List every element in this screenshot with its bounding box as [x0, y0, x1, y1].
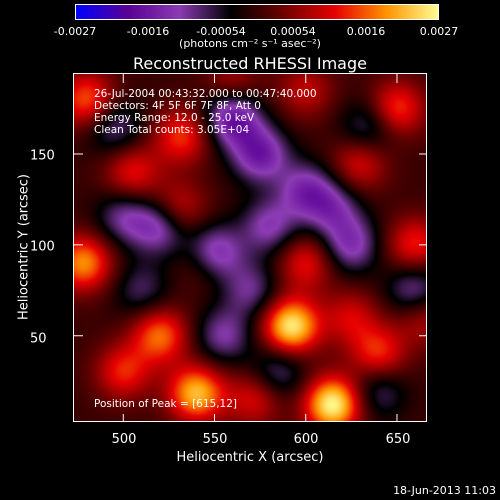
annotation-total-counts: Clean Total counts: 3.05E+04 [94, 124, 250, 136]
y-tick-label: 150 [30, 148, 55, 164]
plot-overlay [74, 74, 426, 421]
colorbar-tick: 0.00054 [270, 25, 316, 38]
annotation-detectors: Detectors: 4F 5F 6F 7F 8F, Att 0 [94, 100, 261, 112]
x-tick-label: 500 [111, 432, 137, 447]
colorbar-tick: -0.0027 [53, 25, 97, 38]
colorbar-tick: -0.0016 [126, 25, 170, 38]
colorbar-tick: 0.0027 [419, 25, 459, 38]
chart-title: Reconstructed RHESSI Image [133, 54, 367, 73]
x-tick-label: 600 [293, 432, 319, 447]
heatmap-image [74, 74, 426, 421]
y-tick-label: 100 [30, 239, 55, 255]
y-axis-label: Heliocentric Y (arcsec) [16, 174, 32, 320]
footer-timestamp: 18-Jun-2013 11:03 [393, 484, 496, 497]
annotation-energy-range: Energy Range: 12.0 - 25.0 keV [94, 112, 255, 124]
colorbar-tick: 0.0016 [346, 25, 386, 38]
x-axis-label: Heliocentric X (arcsec) [176, 450, 324, 465]
colorbar-units: (photons cm⁻² s⁻¹ asec⁻²) [179, 37, 321, 50]
colorbar-gradient [75, 4, 439, 20]
colorbar-tick: -0.00054 [196, 25, 246, 38]
colorbar-frame [75, 4, 439, 20]
plot-area[interactable]: 26-Jul-2004 00:43:32.000 to 00:47:40.000… [73, 73, 427, 422]
annotation-time-range: 26-Jul-2004 00:43:32.000 to 00:47:40.000 [94, 88, 317, 100]
x-tick-label: 550 [202, 432, 228, 447]
x-tick-label: 650 [385, 432, 411, 447]
peak-position-label: Position of Peak = [615,12] [94, 398, 238, 410]
y-tick-label: 50 [30, 331, 47, 347]
